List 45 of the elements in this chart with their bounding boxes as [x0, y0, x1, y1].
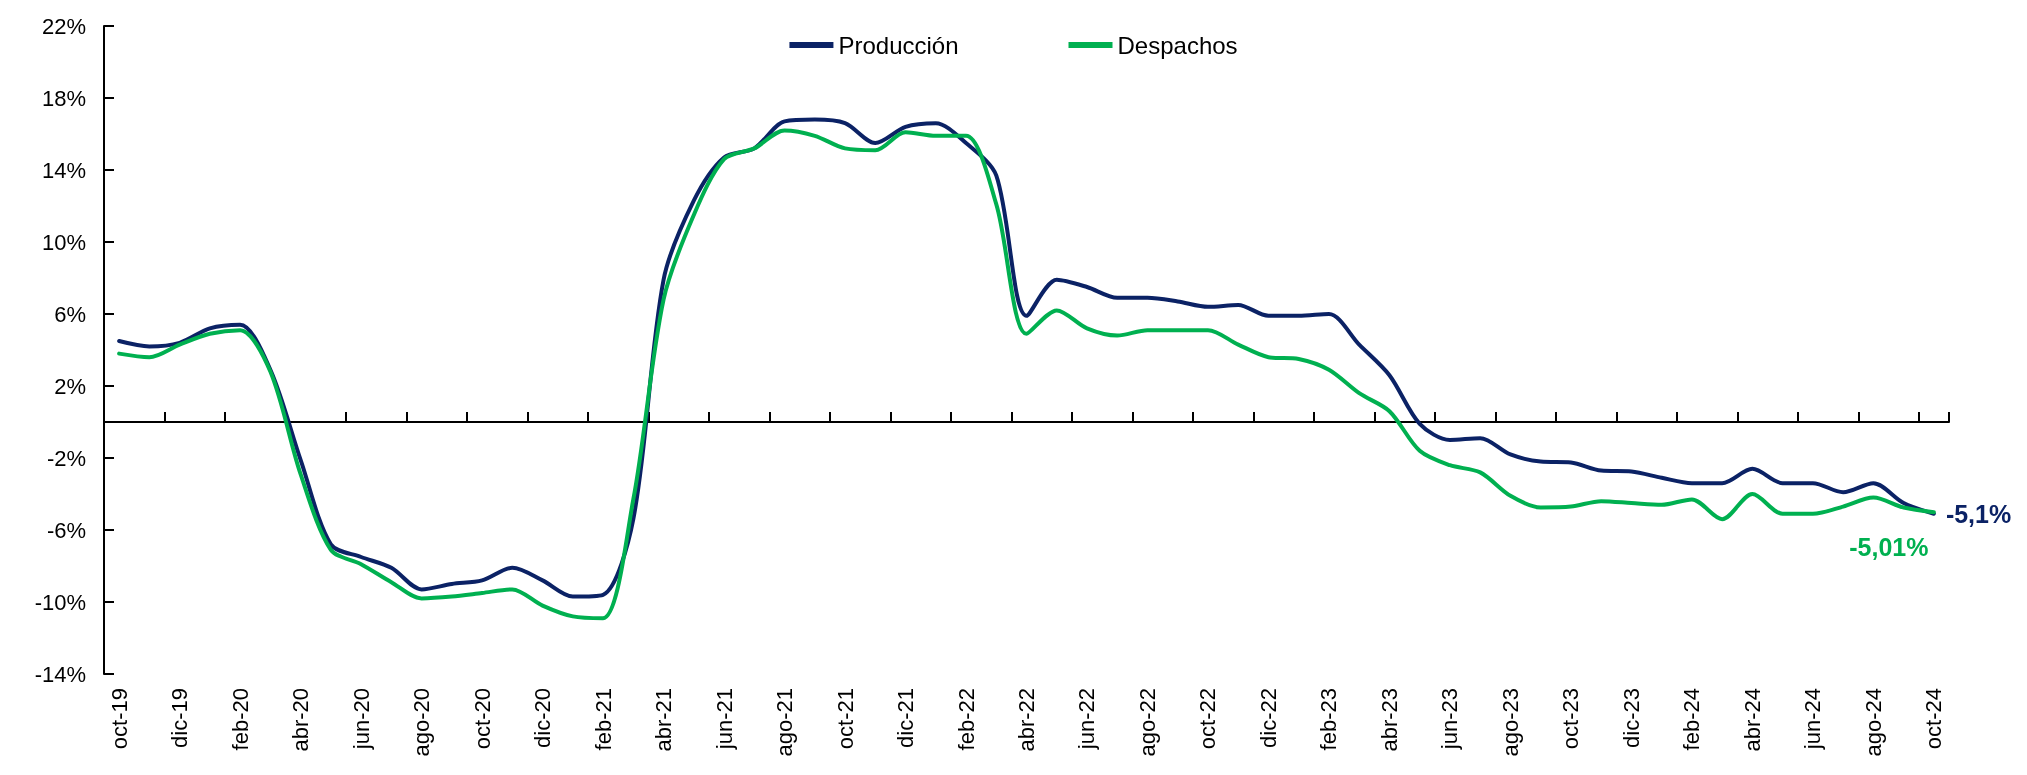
x-tick-label: oct-21	[832, 688, 858, 750]
legend-label: Producción	[838, 31, 959, 59]
x-tick-label: jun-22	[1074, 688, 1100, 751]
x-tick-label: dic-21	[893, 688, 919, 748]
y-tick-label: -2%	[46, 445, 86, 471]
y-tick-label: 22%	[41, 13, 86, 39]
y-tick-label: -6%	[46, 517, 86, 543]
data-label: -5,01%	[1849, 532, 1929, 561]
y-tick-label: -10%	[34, 589, 86, 615]
x-tick-label: feb-21	[590, 688, 616, 751]
x-tick-label: ago-20	[409, 688, 435, 757]
x-tick-label: oct-19	[106, 688, 132, 750]
x-tick-label: feb-24	[1679, 688, 1705, 751]
x-tick-label: dic-19	[167, 688, 193, 748]
x-tick-label: oct-20	[469, 688, 495, 750]
x-tick-label: ago-24	[1860, 688, 1886, 757]
x-tick-label: abr-20	[288, 688, 314, 752]
x-tick-label: abr-23	[1376, 688, 1402, 752]
x-tick-label: ago-23	[1497, 688, 1523, 757]
x-tick-label: ago-21	[772, 688, 798, 757]
y-tick-label: -14%	[34, 661, 86, 687]
x-tick-label: abr-22	[1014, 688, 1039, 752]
x-tick-label: feb-20	[227, 688, 253, 751]
y-tick-label: 18%	[41, 85, 86, 111]
data-label: -5,1%	[1945, 499, 2012, 528]
x-tick-label: ago-22	[1134, 688, 1160, 757]
y-tick-label: 10%	[41, 229, 86, 255]
x-tick-label: abr-21	[651, 688, 677, 752]
x-tick-label: dic-23	[1618, 688, 1644, 748]
x-tick-label: oct-23	[1558, 688, 1584, 750]
y-tick-label: 2%	[54, 373, 86, 399]
x-tick-label: oct-24	[1921, 688, 1947, 750]
x-tick-label: jun-21	[711, 688, 737, 751]
x-tick-label: jun-24	[1800, 688, 1826, 751]
x-tick-label: dic-20	[530, 688, 556, 748]
x-tick-label: dic-22	[1255, 688, 1281, 748]
x-tick-label: jun-23	[1437, 688, 1463, 751]
y-tick-label: 6%	[54, 301, 86, 327]
x-tick-label: jun-20	[348, 688, 374, 751]
x-tick-label: abr-24	[1739, 688, 1765, 752]
x-tick-label: oct-22	[1195, 688, 1221, 750]
x-tick-label: feb-23	[1316, 688, 1342, 751]
legend-label: Despachos	[1117, 31, 1238, 59]
y-tick-label: 14%	[41, 157, 86, 183]
x-tick-label: feb-22	[953, 688, 979, 751]
